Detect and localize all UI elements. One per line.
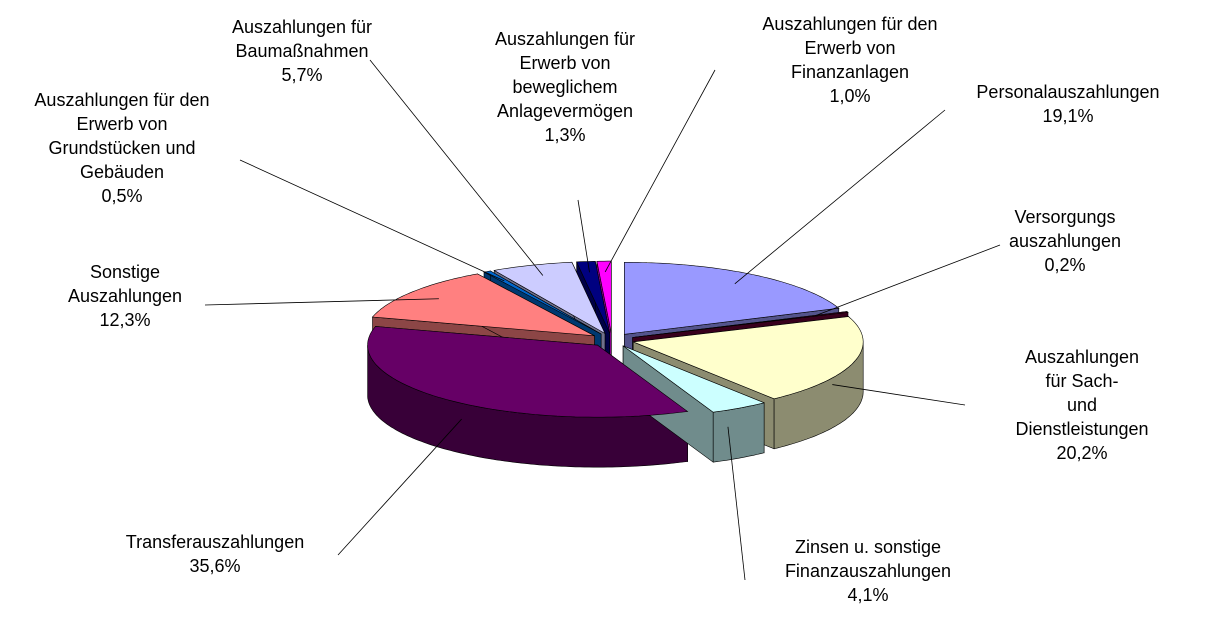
- category-name: Auszahlungen für Sach- und Dienstleistun…: [1015, 347, 1149, 439]
- slice-label: Versorgungs auszahlungen 0,2%: [1009, 205, 1121, 277]
- value-label: 4,1%: [847, 585, 889, 605]
- slice: [632, 311, 849, 338]
- slice-label: Auszahlungen für Erwerb von beweglichem …: [495, 27, 635, 147]
- category-name: Personalauszahlungen: [976, 82, 1160, 102]
- value-label: 19,1%: [1042, 106, 1094, 126]
- slice: [493, 261, 606, 335]
- category-name: Auszahlungen für Erwerb von beweglichem …: [494, 29, 636, 121]
- slice-label: Sonstige Auszahlungen 12,3%: [68, 260, 182, 332]
- category-name: Auszahlungen für den Erwerb von Finanzan…: [762, 14, 938, 82]
- slice: [576, 260, 610, 334]
- leader-line: [337, 418, 462, 556]
- value-label: 35,6%: [189, 556, 241, 576]
- category-name: Zinsen u. sonstige Finanzauszahlungen: [784, 537, 952, 581]
- leader-line: [204, 298, 439, 306]
- leader-line: [815, 244, 1001, 317]
- value-label: 12,3%: [99, 310, 151, 330]
- slice: [367, 326, 689, 418]
- slice-label: Personalauszahlungen 19,1%: [976, 80, 1159, 128]
- slice-rim: [712, 402, 765, 463]
- value-label: 20,2%: [1056, 443, 1108, 463]
- slice-label: Auszahlungen für den Erwerb von Grundstü…: [34, 88, 209, 208]
- value-label: 1,0%: [829, 86, 871, 106]
- leader-line: [577, 199, 590, 273]
- slice-label: Zinsen u. sonstige Finanzauszahlungen 4,1…: [785, 535, 951, 607]
- slice: [633, 316, 864, 400]
- slice-label: Auszahlungen für Sach- und Dienstleistun…: [1013, 345, 1152, 465]
- leader-line: [734, 109, 946, 285]
- slice: [483, 270, 602, 335]
- category-name: Auszahlungen für Baumaßnahmen: [231, 17, 373, 61]
- leader-line: [369, 59, 544, 276]
- slice: [622, 345, 766, 413]
- value-label: 1,3%: [544, 125, 586, 145]
- value-label: 0,5%: [101, 186, 143, 206]
- category-name: Auszahlungen für den Erwerb von Grundstü…: [34, 90, 210, 182]
- leader-line: [604, 69, 716, 273]
- category-name: Sonstige Auszahlungen: [67, 262, 183, 306]
- slice: [371, 273, 595, 337]
- slice: [624, 262, 840, 335]
- category-name: Transferauszahlungen: [125, 532, 305, 552]
- leader-line: [239, 159, 505, 282]
- slice-label: Transferauszahlungen 35,6%: [126, 530, 304, 578]
- category-name: Versorgungs auszahlungen: [1008, 207, 1122, 251]
- value-label: 0,2%: [1044, 255, 1086, 275]
- leader-line: [727, 426, 746, 581]
- leader-line: [832, 384, 966, 406]
- value-label: 5,7%: [281, 65, 323, 85]
- slice-label: Auszahlungen für Baumaßnahmen 5,7%: [232, 15, 372, 87]
- slice-label: Auszahlungen für den Erwerb von Finanzan…: [762, 12, 937, 108]
